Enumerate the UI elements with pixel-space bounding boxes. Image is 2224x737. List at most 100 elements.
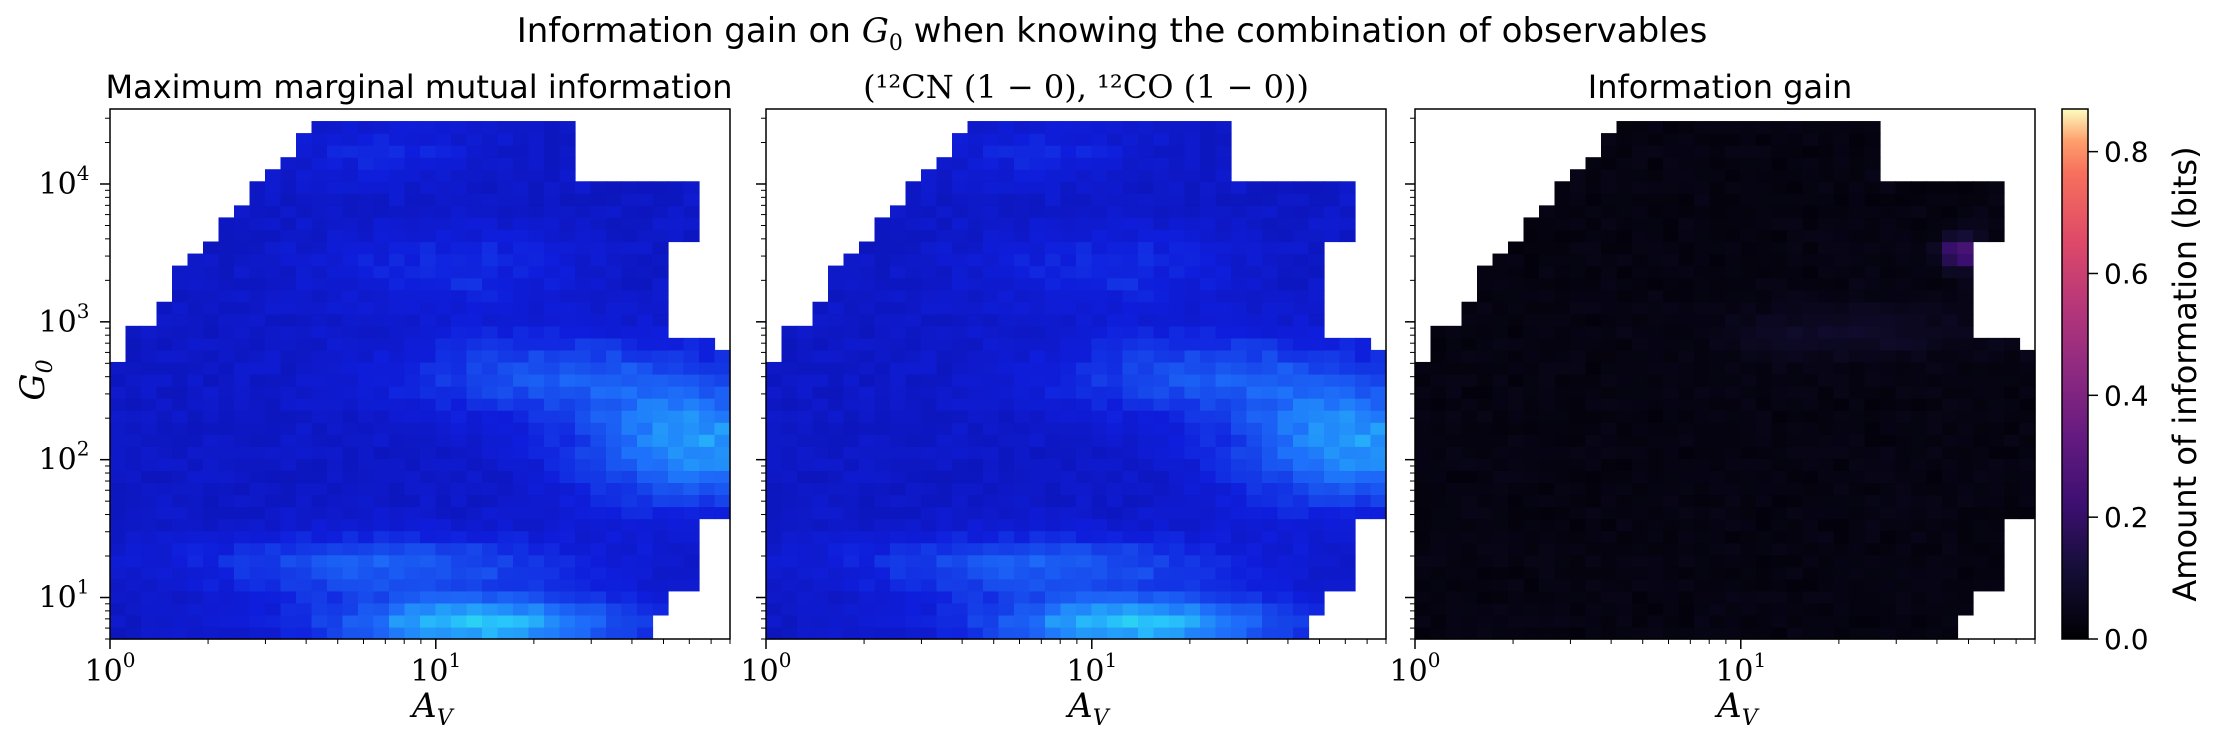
heatmap-cell <box>1926 374 1943 387</box>
heatmap-cell <box>1802 157 1819 170</box>
heatmap-cell <box>1601 458 1618 471</box>
heatmap-cell <box>1616 446 1633 459</box>
heatmap-cell <box>1153 241 1170 255</box>
heatmap-cell <box>843 301 860 315</box>
heatmap-cell <box>1215 398 1232 411</box>
heatmap-cell <box>859 289 876 303</box>
heatmap-cell <box>983 482 1000 496</box>
heatmap-cell <box>1091 301 1108 315</box>
heatmap-cell <box>482 626 499 640</box>
heatmap-cell <box>1787 614 1804 628</box>
heatmap-cell <box>1308 410 1325 423</box>
heatmap-cell <box>1601 602 1618 616</box>
heatmap-cell <box>1091 482 1108 496</box>
heatmap-cell <box>156 518 173 532</box>
heatmap-cell <box>1771 181 1788 194</box>
heatmap-cell <box>1415 386 1432 399</box>
heatmap-cell <box>203 241 220 255</box>
heatmap-cell <box>451 446 468 459</box>
heatmap-cell <box>1215 518 1232 532</box>
heatmap-cell <box>559 626 576 640</box>
heatmap-cell <box>843 530 860 544</box>
heatmap-cell <box>1616 121 1633 134</box>
heatmap-cell <box>1523 253 1540 267</box>
heatmap-cell <box>606 325 623 339</box>
heatmap-cell <box>1477 434 1494 447</box>
heatmap-cell <box>1277 301 1294 315</box>
heatmap-cell <box>1787 193 1804 206</box>
heatmap-cell <box>1740 494 1757 508</box>
heatmap-cell <box>1895 482 1912 496</box>
heatmap-cell <box>234 265 251 279</box>
heatmap-cell <box>652 542 669 556</box>
heatmap-cell <box>1060 554 1077 568</box>
heatmap-cell <box>843 482 860 496</box>
heatmap-cell <box>1709 470 1726 484</box>
heatmap-cell <box>497 542 514 556</box>
heatmap-cell <box>1694 325 1711 339</box>
heatmap-cell <box>234 277 251 291</box>
heatmap-cell <box>327 494 344 508</box>
heatmap-cell <box>1880 410 1897 423</box>
heatmap-cell <box>1122 205 1139 219</box>
heatmap-cell <box>797 590 814 604</box>
heatmap-cell <box>1601 169 1618 182</box>
heatmap-cell <box>296 349 313 363</box>
heatmap-cell <box>1632 301 1649 315</box>
heatmap-cell <box>249 265 266 279</box>
heatmap-cell <box>890 265 907 279</box>
heatmap-cell <box>905 277 922 291</box>
heatmap-cell <box>998 386 1015 399</box>
heatmap-cell <box>967 542 984 556</box>
heatmap-cell <box>575 626 592 640</box>
heatmap-cell <box>1849 506 1866 520</box>
heatmap-cell <box>1570 361 1587 375</box>
heatmap-cell <box>668 470 685 484</box>
heatmap-cell <box>921 458 938 471</box>
heatmap-cell <box>1246 554 1263 568</box>
heatmap-cell <box>637 349 654 363</box>
heatmap-cell <box>652 361 669 375</box>
heatmap-cell <box>1539 458 1556 471</box>
heatmap-cell <box>1138 626 1155 640</box>
heatmap-cell <box>404 446 421 459</box>
heatmap-cell <box>1647 181 1664 194</box>
heatmap-cell <box>621 193 638 206</box>
heatmap-cell <box>1215 614 1232 628</box>
heatmap-cell <box>110 554 127 568</box>
heatmap-cell <box>2019 386 2036 399</box>
heatmap-cell <box>890 482 907 496</box>
heatmap-cell <box>998 313 1015 327</box>
heatmap-cell <box>1694 277 1711 291</box>
heatmap-cell <box>1833 374 1850 387</box>
heatmap-cell <box>1632 374 1649 387</box>
heatmap-cell <box>1246 301 1263 315</box>
heatmap-cell <box>203 506 220 520</box>
heatmap-cell <box>1833 253 1850 267</box>
heatmap-cell <box>1184 614 1201 628</box>
heatmap-cell <box>1324 530 1341 544</box>
heatmap-cell <box>1864 133 1881 146</box>
heatmap-cell <box>1942 361 1959 375</box>
heatmap-cell <box>1308 217 1325 231</box>
heatmap-cell <box>890 349 907 363</box>
heatmap-cell <box>544 626 561 640</box>
heatmap-cell <box>1293 434 1310 447</box>
heatmap-cell <box>1169 253 1186 267</box>
heatmap-cell <box>1585 602 1602 616</box>
heatmap-cell <box>1029 518 1046 532</box>
heatmap-cell <box>1461 590 1478 604</box>
heatmap-cell <box>936 410 953 423</box>
heatmap-cell <box>1570 542 1587 556</box>
heatmap-cell <box>1293 241 1310 255</box>
heatmap-cell <box>905 590 922 604</box>
heatmap-cell <box>1740 253 1757 267</box>
heatmap-cell <box>327 337 344 351</box>
heatmap-cell <box>1973 386 1990 399</box>
heatmap-cell <box>668 542 685 556</box>
heatmap-cell <box>1107 313 1124 327</box>
heatmap-cell <box>1461 482 1478 496</box>
heatmap-cell <box>1895 361 1912 375</box>
heatmap-cell <box>110 566 127 580</box>
heatmap-cell <box>141 554 158 568</box>
